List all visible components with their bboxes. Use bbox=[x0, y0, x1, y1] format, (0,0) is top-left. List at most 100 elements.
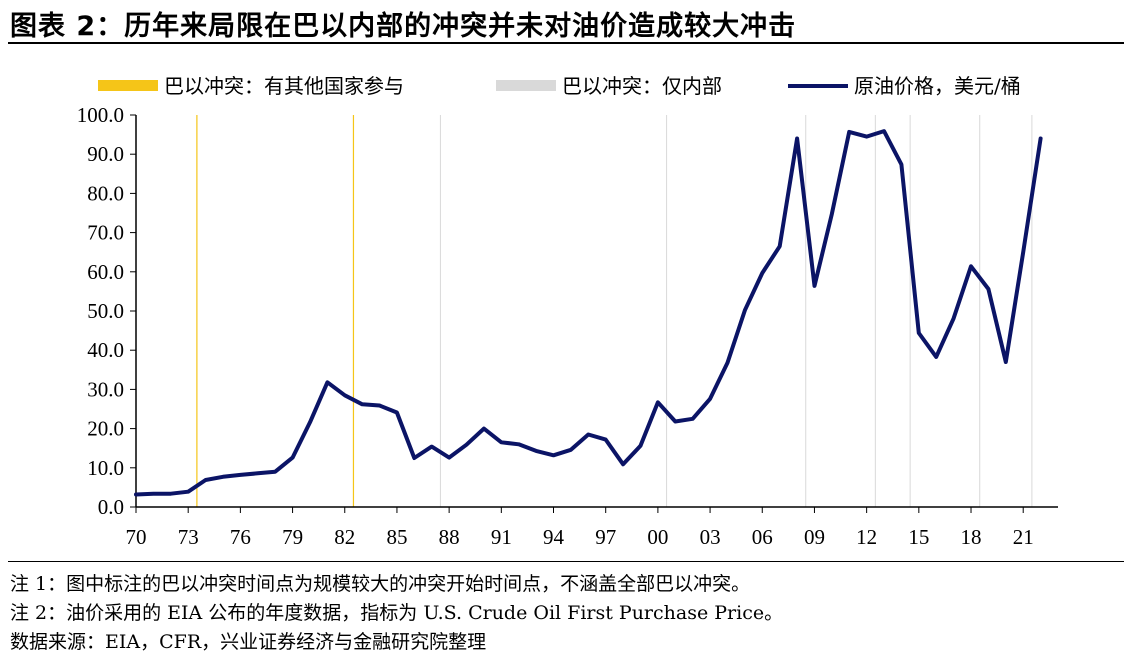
oil-price-point bbox=[692, 418, 694, 420]
oil-price-point bbox=[1022, 251, 1024, 253]
x-tick-label: 18 bbox=[961, 525, 982, 549]
oil-price-point bbox=[205, 479, 207, 481]
oil-price-point bbox=[483, 428, 485, 430]
y-tick-label: 30.0 bbox=[87, 377, 124, 401]
y-tick-label: 50.0 bbox=[87, 299, 124, 323]
oil-price-point bbox=[970, 265, 972, 267]
legend: 巴以冲突：有其他国家参与 巴以冲突：仅内部 原油价格，美元/桶 bbox=[98, 74, 1021, 98]
oil-price-point bbox=[135, 493, 137, 495]
x-tick-label: 82 bbox=[334, 525, 355, 549]
oil-price-point bbox=[396, 412, 398, 414]
y-tick-label: 40.0 bbox=[87, 338, 124, 362]
x-tick-label: 15 bbox=[908, 525, 929, 549]
oil-price-point bbox=[379, 404, 381, 406]
oil-price-point bbox=[813, 285, 815, 287]
oil-price-point bbox=[744, 309, 746, 311]
page-title: 图表 2：历年来局限在巴以内部的冲突并未对油价造成较大冲击 bbox=[10, 11, 797, 42]
oil-price-point bbox=[1005, 361, 1007, 363]
legend-label-conflict-internal: 巴以冲突：仅内部 bbox=[562, 74, 722, 98]
oil-price-point bbox=[500, 441, 502, 443]
oil-price-point bbox=[900, 163, 902, 165]
oil-price-point bbox=[222, 476, 224, 478]
oil-price-point bbox=[709, 398, 711, 400]
oil-price-point bbox=[187, 491, 189, 493]
x-tick-label: 91 bbox=[491, 525, 512, 549]
oil-price-point bbox=[413, 457, 415, 459]
title-rule bbox=[8, 42, 1124, 44]
conflict-markers bbox=[196, 115, 1033, 507]
oil-price-line bbox=[134, 129, 1043, 497]
oil-price-point bbox=[1040, 138, 1042, 140]
oil-price-point bbox=[170, 493, 172, 495]
notes: 注 1：图中标注的巴以冲突时间点为规模较大的冲突开始时间点，不涵盖全部巴以冲突。… bbox=[10, 570, 783, 657]
x-tick-label: 94 bbox=[543, 525, 565, 549]
oil-price-point bbox=[518, 443, 520, 445]
x-tick-label: 12 bbox=[856, 525, 877, 549]
oil-price-point bbox=[361, 403, 363, 405]
oil-price-point bbox=[674, 421, 676, 423]
oil-price-point bbox=[953, 317, 955, 319]
legend-label-conflict-other: 巴以冲突：有其他国家参与 bbox=[164, 74, 404, 98]
oil-price-point bbox=[344, 394, 346, 396]
x-tick-label: 76 bbox=[230, 525, 251, 549]
y-tick-label: 20.0 bbox=[87, 417, 124, 441]
oil-price-point bbox=[639, 445, 641, 447]
note-1: 注 1：图中标注的巴以冲突时间点为规模较大的冲突开始时间点，不涵盖全部巴以冲突。 bbox=[10, 573, 751, 595]
oil-price-point bbox=[152, 493, 154, 495]
note-2: 注 2：油价采用的 EIA 公布的年度数据，指标为 U.S. Crude Oil… bbox=[10, 602, 784, 624]
legend-swatch-conflict-other bbox=[98, 80, 158, 91]
x-axis-ticks: 70 73 76 79 82 85 88 91 94 97 00 03 06 09 12 15 18 21 bbox=[126, 507, 1034, 549]
oil-price-point bbox=[326, 381, 328, 383]
y-tick-label: 100.0 bbox=[77, 103, 124, 127]
x-tick-label: 03 bbox=[700, 525, 721, 549]
legend-swatch-conflict-internal bbox=[496, 80, 556, 91]
y-axis-ticks: 0.0 10.0 20.0 30.0 40.0 50.0 60.0 70.0 80.0 90.0 1… bbox=[77, 103, 136, 519]
x-tick-label: 97 bbox=[595, 525, 616, 549]
y-tick-label: 0.0 bbox=[98, 495, 124, 519]
oil-price-point bbox=[796, 138, 798, 140]
x-tick-label: 88 bbox=[439, 525, 460, 549]
oil-price-point bbox=[622, 463, 624, 465]
oil-price-point bbox=[831, 213, 833, 215]
oil-price-point bbox=[431, 446, 433, 448]
oil-price-point bbox=[535, 450, 537, 452]
oil-price-point bbox=[553, 454, 555, 456]
oil-price-point bbox=[866, 136, 868, 138]
oil-price-point bbox=[987, 288, 989, 290]
x-tick-label: 09 bbox=[804, 525, 825, 549]
oil-price-point bbox=[274, 471, 276, 473]
oil-price-point bbox=[570, 449, 572, 451]
x-tick-label: 06 bbox=[752, 525, 773, 549]
oil-price-point bbox=[883, 130, 885, 132]
oil-price-point bbox=[292, 457, 294, 459]
oil-price-point bbox=[605, 439, 607, 441]
y-tick-label: 80.0 bbox=[87, 181, 124, 205]
oil-price-point bbox=[448, 457, 450, 459]
y-tick-label: 70.0 bbox=[87, 221, 124, 245]
data-source: 数据来源：EIA，CFR，兴业证券经济与金融研究院整理 bbox=[10, 631, 487, 653]
oil-price-point bbox=[466, 444, 468, 446]
notes-rule bbox=[8, 561, 1124, 562]
x-tick-label: 79 bbox=[282, 525, 303, 549]
oil-price-point bbox=[587, 433, 589, 435]
oil-price-points bbox=[135, 130, 1042, 495]
legend-label-oil: 原油价格，美元/桶 bbox=[854, 74, 1021, 98]
oil-price-point bbox=[309, 421, 311, 423]
oil-price-point bbox=[761, 272, 763, 274]
oil-price-point bbox=[848, 131, 850, 133]
oil-price-point bbox=[239, 474, 241, 476]
oil-price-point bbox=[935, 356, 937, 358]
x-tick-label: 00 bbox=[647, 525, 668, 549]
y-tick-label: 90.0 bbox=[87, 142, 124, 166]
y-tick-label: 10.0 bbox=[87, 456, 124, 480]
x-tick-label: 85 bbox=[386, 525, 407, 549]
oil-price-point bbox=[779, 245, 781, 247]
y-tick-label: 60.0 bbox=[87, 260, 124, 284]
x-tick-label: 21 bbox=[1013, 525, 1034, 549]
x-tick-label: 70 bbox=[126, 525, 147, 549]
oil-price-point bbox=[918, 332, 920, 334]
oil-price-point bbox=[726, 362, 728, 364]
oil-price-point bbox=[257, 472, 259, 474]
x-tick-label: 73 bbox=[178, 525, 199, 549]
